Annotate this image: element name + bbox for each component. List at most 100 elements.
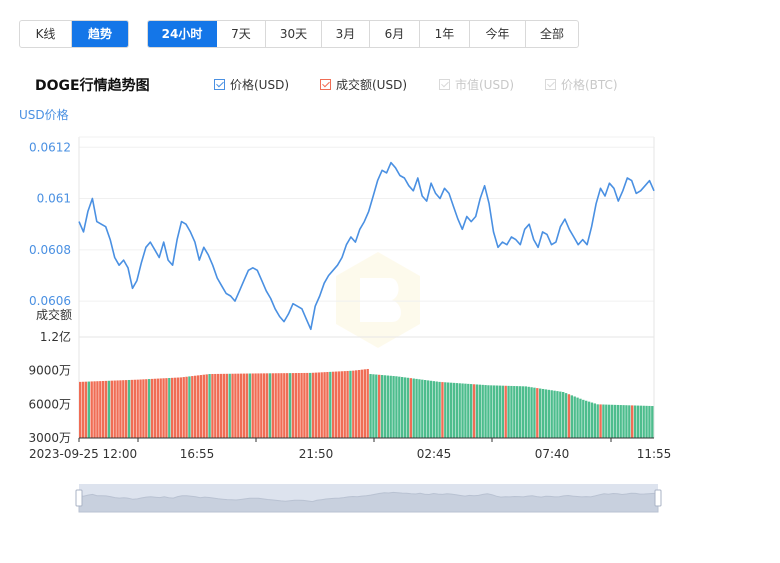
volume-bar <box>346 370 349 438</box>
volume-bar <box>145 379 148 438</box>
navigator-left-handle[interactable] <box>75 489 83 507</box>
volume-bar <box>645 405 648 438</box>
volume-bar <box>116 380 119 438</box>
legend-price-usd[interactable]: 价格(USD) <box>214 76 289 93</box>
volume-bar <box>171 377 174 438</box>
volume-bar <box>303 372 306 438</box>
volume-bar <box>481 384 484 438</box>
volume-bar <box>418 379 421 438</box>
volume-bar <box>156 378 159 438</box>
volume-bar <box>501 385 504 438</box>
tab-30d[interactable]: 30天 <box>266 21 322 47</box>
volume-bar <box>495 385 499 438</box>
checkbox-icon <box>214 79 225 90</box>
volume-bar <box>127 379 131 438</box>
volume-bar <box>81 381 85 438</box>
volume-bar <box>228 373 231 438</box>
volume-bar <box>651 406 654 438</box>
volume-bar <box>547 389 550 438</box>
tab-trend[interactable]: 趋势 <box>72 21 128 47</box>
volume-bar <box>188 376 191 438</box>
volume-bar <box>642 405 645 438</box>
volume-bar <box>386 375 389 438</box>
volume-bar <box>102 380 105 438</box>
volume-bar <box>524 386 527 438</box>
volume-bar <box>636 405 640 438</box>
volume-bar <box>234 373 237 438</box>
volume-bar <box>475 384 479 438</box>
volume-bar <box>280 373 283 438</box>
volume-bar <box>357 369 361 438</box>
legend-marketcap-usd[interactable]: 市值(USD) <box>439 76 514 93</box>
navigator-right-handle[interactable] <box>654 489 662 507</box>
volume-bar <box>314 372 318 438</box>
volume-bar <box>84 381 88 438</box>
volume-bar <box>104 380 108 438</box>
tab-kline[interactable]: K线 <box>20 21 72 47</box>
volume-bar <box>291 373 295 438</box>
volume-bar <box>110 380 113 438</box>
volume-bar <box>337 371 341 438</box>
volume-bar <box>286 373 289 438</box>
tab-1y[interactable]: 1年 <box>420 21 470 47</box>
volume-bar <box>231 373 234 438</box>
tab-24h[interactable]: 24小时 <box>148 21 217 47</box>
volume-bar <box>449 382 453 438</box>
volume-bar <box>415 378 418 438</box>
tab-ytd[interactable]: 今年 <box>470 21 526 47</box>
volume-bar <box>352 370 355 438</box>
x-tick-label: 02:45 <box>417 447 452 461</box>
volume-bar <box>530 387 533 438</box>
tab-all[interactable]: 全部 <box>539 27 564 41</box>
volume-bar <box>507 385 510 438</box>
volume-bar <box>567 394 571 438</box>
volume-bar <box>208 374 211 438</box>
tab-6m[interactable]: 6月 <box>370 21 420 47</box>
volume-bar <box>452 382 456 438</box>
mode-tabs: K线 趋势 <box>19 20 129 48</box>
volume-bar <box>550 390 553 438</box>
volume-bar <box>366 368 369 438</box>
time-navigator[interactable] <box>75 484 662 513</box>
x-tick-label: 16:55 <box>180 447 215 461</box>
volume-bar <box>406 377 410 438</box>
volume-bar <box>176 377 180 438</box>
volume-bar <box>317 372 320 438</box>
legend-label: 价格(BTC) <box>561 78 618 92</box>
volume-bar <box>196 375 200 438</box>
volume-bar <box>294 373 297 438</box>
volume-bar <box>245 373 249 438</box>
legend-volume-usd[interactable]: 成交额(USD) <box>320 76 407 93</box>
tab-7d[interactable]: 7天 <box>217 21 266 47</box>
volume-axis-title: 成交额 <box>36 307 72 322</box>
volume-bar <box>619 405 622 438</box>
volume-bar <box>380 375 384 438</box>
volume-bars <box>79 368 654 438</box>
volume-bar <box>150 378 154 438</box>
volume-bar <box>119 380 122 438</box>
volume-bar <box>87 381 90 438</box>
tab-3m[interactable]: 3月 <box>322 21 370 47</box>
volume-bar <box>173 377 177 438</box>
volume-bar <box>99 381 102 438</box>
volume-bar <box>633 405 637 438</box>
volume-bar <box>521 386 525 438</box>
volume-bar <box>421 379 424 438</box>
volume-bar <box>628 405 631 438</box>
volume-bar <box>447 382 450 438</box>
price-line <box>78 161 655 331</box>
legend-price-btc[interactable]: 价格(BTC) <box>545 76 618 93</box>
grid <box>78 136 655 438</box>
volume-bar <box>426 380 430 438</box>
volume-bar <box>217 373 220 438</box>
volume-bar <box>283 373 286 438</box>
chart-title: DOGE行情趋势图 <box>35 78 150 94</box>
price-axis-title: USD价格 <box>19 107 69 122</box>
volume-bar <box>389 375 392 438</box>
volume-bar <box>432 381 435 438</box>
volume-bar <box>556 391 559 438</box>
volume-tick-label: 3000万 <box>28 431 71 445</box>
volume-tick-label: 6000万 <box>28 397 71 411</box>
volume-bar <box>470 384 473 438</box>
volume-bar <box>300 372 303 438</box>
